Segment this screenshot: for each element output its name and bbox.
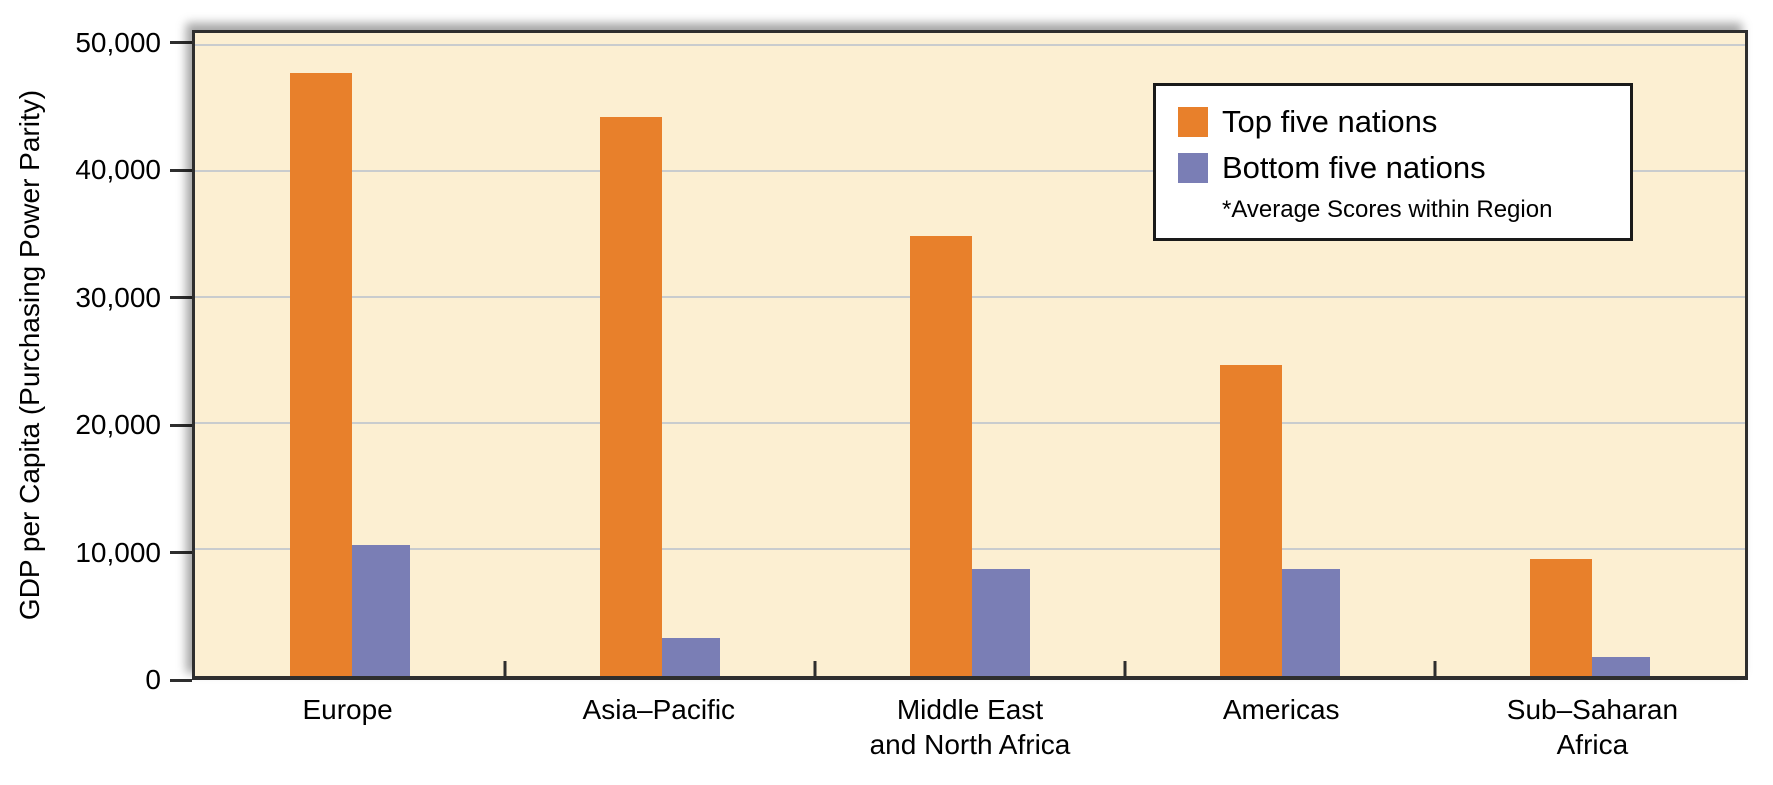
bar-top-five-3 <box>1220 364 1282 676</box>
x-tick-3 <box>1123 661 1127 676</box>
bar-group-4 <box>1435 33 1745 676</box>
plot-area: Top five nations Bottom five nations *Av… <box>192 30 1748 680</box>
x-tick-1 <box>503 661 507 676</box>
bar-bottom-five-4 <box>1592 657 1650 676</box>
legend-note: *Average Scores within Region <box>1222 196 1553 223</box>
y-tick-10000: 10,000 <box>0 537 192 569</box>
bar-top-five-0 <box>290 73 352 676</box>
y-tick-label: 40,000 <box>75 154 161 186</box>
bar-bottom-five-2 <box>972 568 1030 676</box>
gridline-40000 <box>195 169 1745 172</box>
bar-groups <box>195 33 1745 676</box>
bar-bottom-five-3 <box>1282 568 1340 676</box>
legend-label-top-five: Top five nations <box>1222 104 1438 139</box>
x-axis-label-2: Middle East and North Africa <box>869 694 1071 760</box>
bar-group-1 <box>505 33 815 676</box>
gridline-50000 <box>195 43 1745 46</box>
legend-item-top-five-nations: Top five nations <box>1178 104 1604 140</box>
y-tick-label: 30,000 <box>75 281 161 313</box>
y-tick-mark <box>170 678 192 682</box>
y-tick-label: 0 <box>145 664 161 695</box>
y-tick-50000: 50,000 <box>0 27 192 59</box>
y-tick-label: 10,000 <box>75 536 161 568</box>
x-axis-labels: Europe Asia–Pacific Middle East and North … <box>192 692 1748 762</box>
y-tick-mark <box>170 168 192 172</box>
y-tick-0: 0 <box>0 664 192 696</box>
y-tick-20000: 20,000 <box>0 409 192 441</box>
x-axis-label-4: Sub–Saharan Africa <box>1506 694 1679 760</box>
x-axis-label-3: Americas <box>1222 694 1340 725</box>
y-tick-mark <box>170 551 192 555</box>
bar-group-0 <box>195 33 505 676</box>
x-tick-2 <box>813 661 817 676</box>
y-tick-30000: 30,000 <box>0 282 192 314</box>
y-axis-ticks: 0 10,000 20,000 30,000 40,000 50,000 <box>0 27 192 695</box>
y-tick-label: 50,000 <box>75 26 161 58</box>
legend-swatch-top-five-icon <box>1178 107 1208 137</box>
legend-label-bottom-five: Bottom five nations <box>1222 150 1486 185</box>
bar-top-five-1 <box>600 117 662 676</box>
y-tick-mark <box>170 41 192 45</box>
x-axis-ticks <box>195 33 1745 676</box>
legend: Top five nations Bottom five nations *Av… <box>1153 83 1633 241</box>
y-tick-mark <box>170 423 192 427</box>
bar-group-2 <box>815 33 1125 676</box>
x-tick-4 <box>1433 661 1437 676</box>
legend-item-bottom-five-nations: Bottom five nations <box>1178 150 1604 186</box>
bar-group-3 <box>1125 33 1435 676</box>
x-axis-label-0: Europe <box>302 694 393 725</box>
bar-top-five-4 <box>1530 558 1592 676</box>
legend-swatch-bottom-five-icon <box>1178 153 1208 183</box>
x-axis-label-1: Asia–Pacific <box>582 694 736 725</box>
bar-top-five-2 <box>910 236 972 676</box>
y-tick-label: 20,000 <box>75 409 161 441</box>
y-tick-40000: 40,000 <box>0 154 192 186</box>
y-tick-mark <box>170 296 192 300</box>
bar-bottom-five-1 <box>662 638 720 676</box>
bar-bottom-five-0 <box>352 544 410 676</box>
